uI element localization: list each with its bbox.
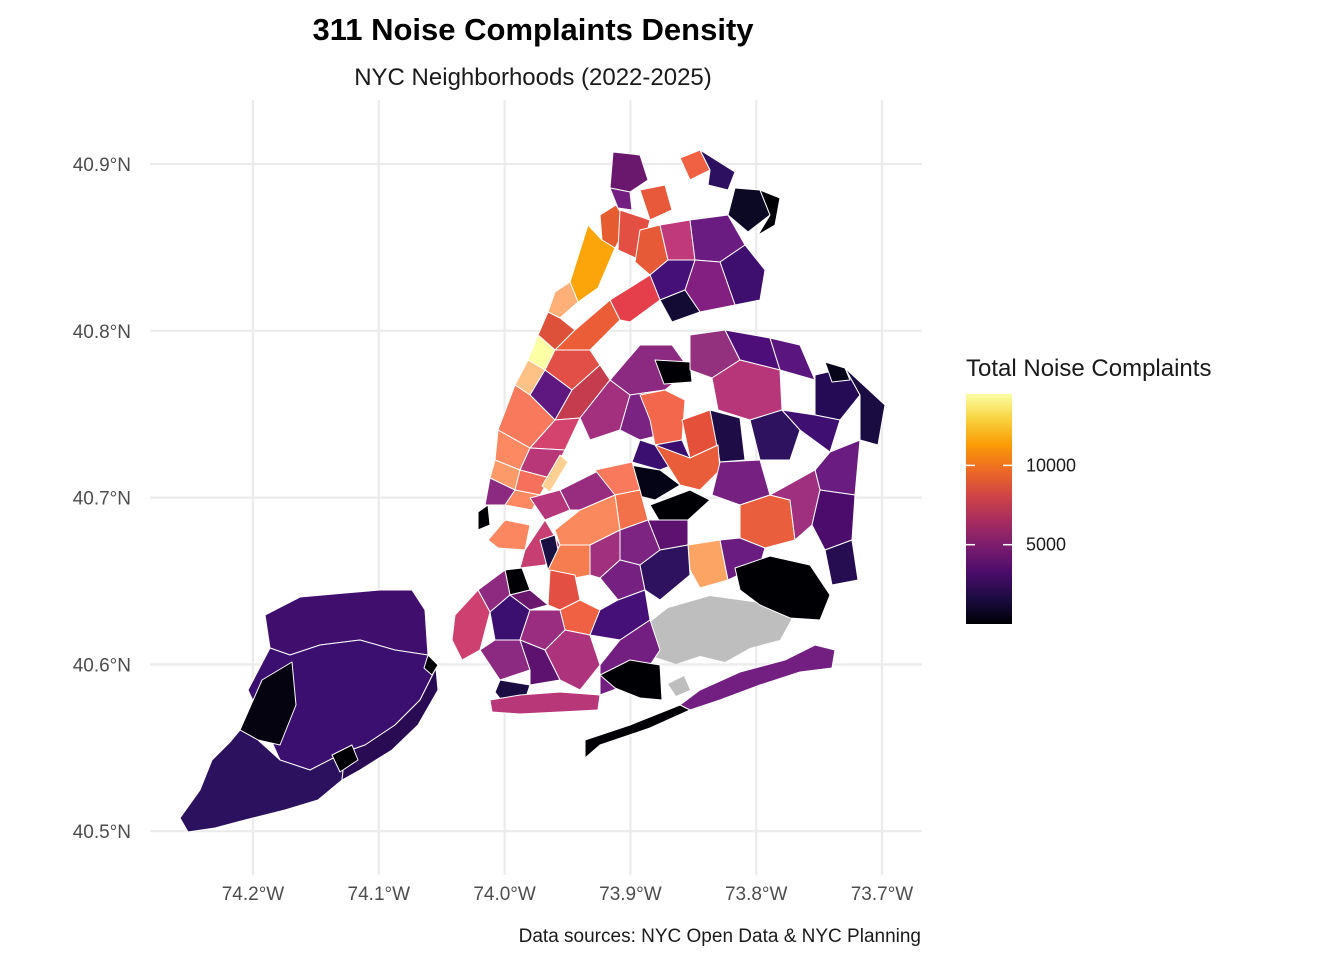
x-tick-label: 73.8°W — [725, 884, 788, 905]
oakland-gardens[interactable] — [781, 409, 841, 453]
x-tick-label: 73.9°W — [599, 884, 662, 905]
manhattan — [484, 204, 629, 511]
legend-tick-label: 5000 — [1026, 535, 1066, 555]
jamaica-bay-na-area — [640, 596, 792, 664]
city-island[interactable] — [784, 231, 801, 249]
floyd-bennett-field[interactable] — [599, 659, 663, 701]
governors-island[interactable] — [477, 504, 491, 531]
y-tick-label: 40.9°N — [73, 155, 131, 176]
legend-colorbar — [966, 394, 1012, 624]
legend-ticks: 10000 5000 — [966, 455, 1076, 555]
co-op-city[interactable] — [727, 187, 771, 233]
staten-island — [179, 589, 439, 833]
rosedale[interactable] — [824, 539, 859, 586]
si-great-kills[interactable] — [331, 744, 359, 773]
jamaica-bay-marsh-island — [668, 676, 690, 696]
howard-beach[interactable] — [719, 537, 766, 581]
chart-title: 311 Noise Complaints Density — [312, 12, 754, 47]
caption: Data sources: NYC Open Data & NYC Planni… — [519, 926, 921, 947]
si-south-shore[interactable] — [179, 729, 346, 833]
financial-district[interactable] — [484, 477, 516, 506]
gravesend[interactable] — [519, 639, 561, 686]
queens — [579, 329, 886, 759]
riverdale[interactable] — [609, 151, 649, 193]
fort-totten[interactable] — [824, 361, 851, 383]
rikers-island[interactable] — [654, 359, 693, 385]
y-axis: 40.9°N 40.8°N 40.7°N 40.6°N 40.5°N — [73, 155, 131, 843]
x-axis: 74.2°W 74.1°W 74.0°W 73.9°W 73.8°W 73.7°W — [222, 884, 914, 905]
legend-tick-label: 10000 — [1026, 455, 1076, 475]
chart-subtitle: NYC Neighborhoods (2022-2025) — [354, 64, 712, 91]
brooklyn — [451, 461, 691, 715]
bronx — [609, 149, 801, 323]
laurelton[interactable] — [811, 489, 856, 551]
norwood[interactable] — [639, 184, 673, 221]
harlem[interactable] — [554, 299, 621, 351]
x-tick-label: 74.1°W — [348, 884, 411, 905]
legend: Total Noise Complaints 10000 5000 — [966, 355, 1211, 624]
breezy-point[interactable] — [584, 704, 691, 759]
neighborhood-map — [179, 149, 886, 833]
red-hook[interactable] — [487, 519, 531, 551]
x-tick-label: 74.2°W — [222, 884, 285, 905]
roosevelt-island[interactable] — [541, 454, 569, 493]
jfk-airport[interactable] — [734, 555, 831, 621]
riverdale-south[interactable] — [609, 187, 633, 211]
x-tick-label: 73.7°W — [851, 884, 914, 905]
glendale-cemeteries[interactable] — [649, 489, 711, 523]
mott-haven[interactable] — [609, 274, 661, 323]
jamaica[interactable] — [739, 494, 796, 549]
y-tick-label: 40.8°N — [73, 322, 131, 343]
si-east-shore[interactable] — [341, 667, 439, 781]
si-fort-wadsworth[interactable] — [423, 654, 439, 676]
wakefield[interactable] — [699, 149, 736, 191]
pelham-bay-park[interactable] — [757, 189, 781, 236]
y-tick-label: 40.5°N — [73, 822, 131, 843]
douglaston[interactable] — [844, 367, 886, 446]
fresh-meadows[interactable] — [749, 409, 801, 461]
x-tick-label: 74.0°W — [473, 884, 536, 905]
legend-title: Total Noise Complaints — [966, 355, 1211, 382]
hunts-point-market[interactable] — [659, 289, 701, 323]
coney-island[interactable] — [489, 691, 601, 715]
y-tick-label: 40.6°N — [73, 655, 131, 676]
y-tick-label: 40.7°N — [73, 489, 131, 510]
